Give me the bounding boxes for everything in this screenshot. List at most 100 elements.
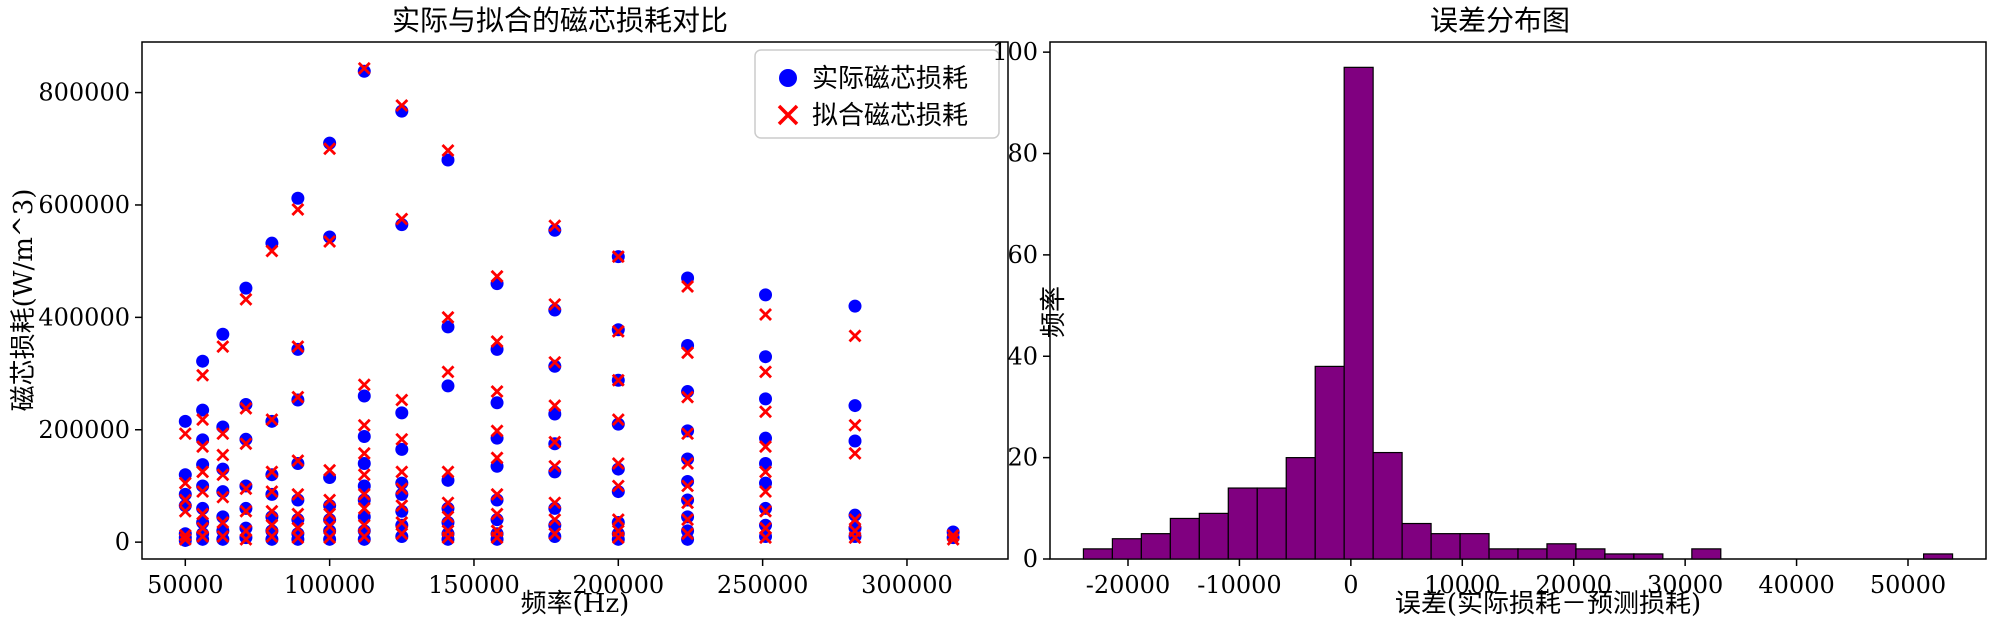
actual-loss-point	[681, 510, 695, 524]
fitted-loss-point	[323, 507, 337, 521]
fitted-loss-point	[548, 527, 562, 541]
fitted-loss-point	[490, 531, 504, 545]
fitted-loss-point	[681, 456, 695, 470]
fitted-loss-point	[848, 329, 862, 343]
scatter-title: 实际与拟合的磁芯损耗对比	[392, 4, 728, 37]
fitted-loss-point	[611, 531, 625, 545]
fitted-loss-point	[681, 479, 695, 493]
fitted-loss-point	[239, 401, 253, 415]
histogram-bar	[1256, 487, 1287, 560]
actual-loss-point	[759, 288, 773, 302]
fitted-loss-point	[357, 446, 371, 460]
fitted-loss-point	[291, 531, 305, 545]
fitted-loss-point	[291, 202, 305, 216]
fitted-loss-point	[323, 519, 337, 533]
fitted-loss-point	[178, 504, 192, 518]
fitted-loss-point	[357, 468, 371, 482]
fitted-loss-point	[759, 485, 773, 499]
fitted-loss-point	[357, 501, 371, 515]
fitted-loss-point	[265, 530, 279, 544]
fitted-loss-point	[611, 513, 625, 527]
fitted-loss-point	[357, 61, 371, 75]
fitted-loss-point	[216, 490, 230, 504]
histogram-x-ticks: -20000 -10000 0 10000 20000 30000 40000 50000	[1086, 559, 1946, 599]
fitted-loss-point	[681, 513, 695, 527]
fitted-loss-point	[196, 530, 210, 544]
fitted-loss-point	[848, 418, 862, 432]
fitted-loss-point	[611, 456, 625, 470]
histogram-bar	[1082, 548, 1114, 560]
actual-loss-point	[239, 501, 253, 515]
actual-loss-point	[239, 432, 253, 446]
fitted-loss-point	[395, 482, 409, 496]
fitted-loss-point	[395, 499, 409, 513]
fitted-loss-point	[848, 446, 862, 460]
fitted-loss-point	[759, 308, 773, 322]
actual-loss-point	[291, 393, 305, 407]
fitted-loss-point	[759, 365, 773, 379]
histogram-y-axis-label: 频率	[1039, 286, 1069, 338]
actual-loss-point	[357, 429, 371, 443]
fitted-loss-point	[196, 440, 210, 454]
histogram-x-tick-label: 0	[1343, 571, 1358, 599]
fitted-loss-point	[357, 378, 371, 392]
scatter-y-tick-label: 400000	[38, 303, 130, 331]
fitted-loss-point	[291, 454, 305, 468]
actual-loss-point	[759, 350, 773, 364]
actual-loss-point	[265, 487, 279, 501]
actual-loss-point	[291, 456, 305, 470]
scatter-x-tick-label: 300000	[861, 571, 953, 599]
fitted-loss-point	[357, 487, 371, 501]
histogram-bar	[1633, 553, 1664, 560]
actual-loss-point	[265, 468, 279, 482]
fitted-loss-point	[178, 476, 192, 490]
histogram-title: 误差分布图	[1430, 4, 1570, 37]
actual-loss-point	[848, 399, 862, 413]
scatter-x-tick-label: 100000	[284, 571, 376, 599]
fitted-loss-point	[196, 413, 210, 427]
scatter-x-ticks: 50000 100000 150000 200000 250000 300000	[147, 559, 953, 599]
fitted-loss-point	[323, 235, 337, 248]
scatter-x-tick-label: 50000	[147, 571, 223, 599]
scatter-y-tick-label: 600000	[38, 191, 130, 219]
actual-loss-point	[759, 501, 773, 515]
fitted-loss-point	[239, 482, 253, 496]
actual-loss-point	[239, 521, 253, 535]
histogram-bar	[1691, 548, 1722, 560]
actual-loss-point	[395, 442, 409, 456]
fitted-loss-point	[395, 99, 409, 112]
fitted-loss-point	[265, 518, 279, 532]
actual-loss-point	[239, 397, 253, 411]
legend-box	[754, 49, 1000, 139]
fitted-loss-point	[548, 297, 562, 311]
fitted-loss-point	[490, 451, 504, 465]
actual-loss-point	[848, 434, 862, 448]
histogram-x-tick-label: 50000	[1870, 571, 1946, 599]
actual-loss-point	[291, 191, 305, 205]
scatter-x-tick-label: 150000	[428, 571, 520, 599]
actual-loss-point	[357, 389, 371, 403]
actual-loss-point	[681, 493, 695, 507]
actual-loss-point	[548, 359, 562, 373]
histogram-x-tick-label: 40000	[1758, 571, 1834, 599]
actual-loss-point	[441, 379, 455, 393]
fitted-loss-point	[178, 532, 192, 546]
fitted-loss-point	[265, 413, 279, 427]
scatter-y-tick-label: 800000	[38, 79, 130, 107]
fitted-loss-point	[216, 448, 230, 462]
fitted-loss-point	[611, 373, 625, 387]
histogram-y-tick-label: 100	[992, 38, 1038, 66]
fitted-loss-point	[265, 504, 279, 518]
fitted-loss-point	[265, 485, 279, 499]
fitted-loss-point	[323, 531, 337, 545]
scatter-y-axis-label: 磁芯损耗(W/m^3)	[9, 189, 39, 412]
histogram-bar	[1169, 517, 1200, 560]
actual-loss-point	[216, 532, 230, 546]
fitted-loss-point	[323, 463, 337, 477]
actual-loss-point	[323, 230, 337, 244]
histogram-bar	[1459, 533, 1490, 560]
fitted-loss-point	[490, 424, 504, 438]
scatter-x-tick-label: 200000	[572, 571, 664, 599]
histogram-x-axis-label: 误差(实际损耗－预测损耗)	[1395, 589, 1701, 619]
